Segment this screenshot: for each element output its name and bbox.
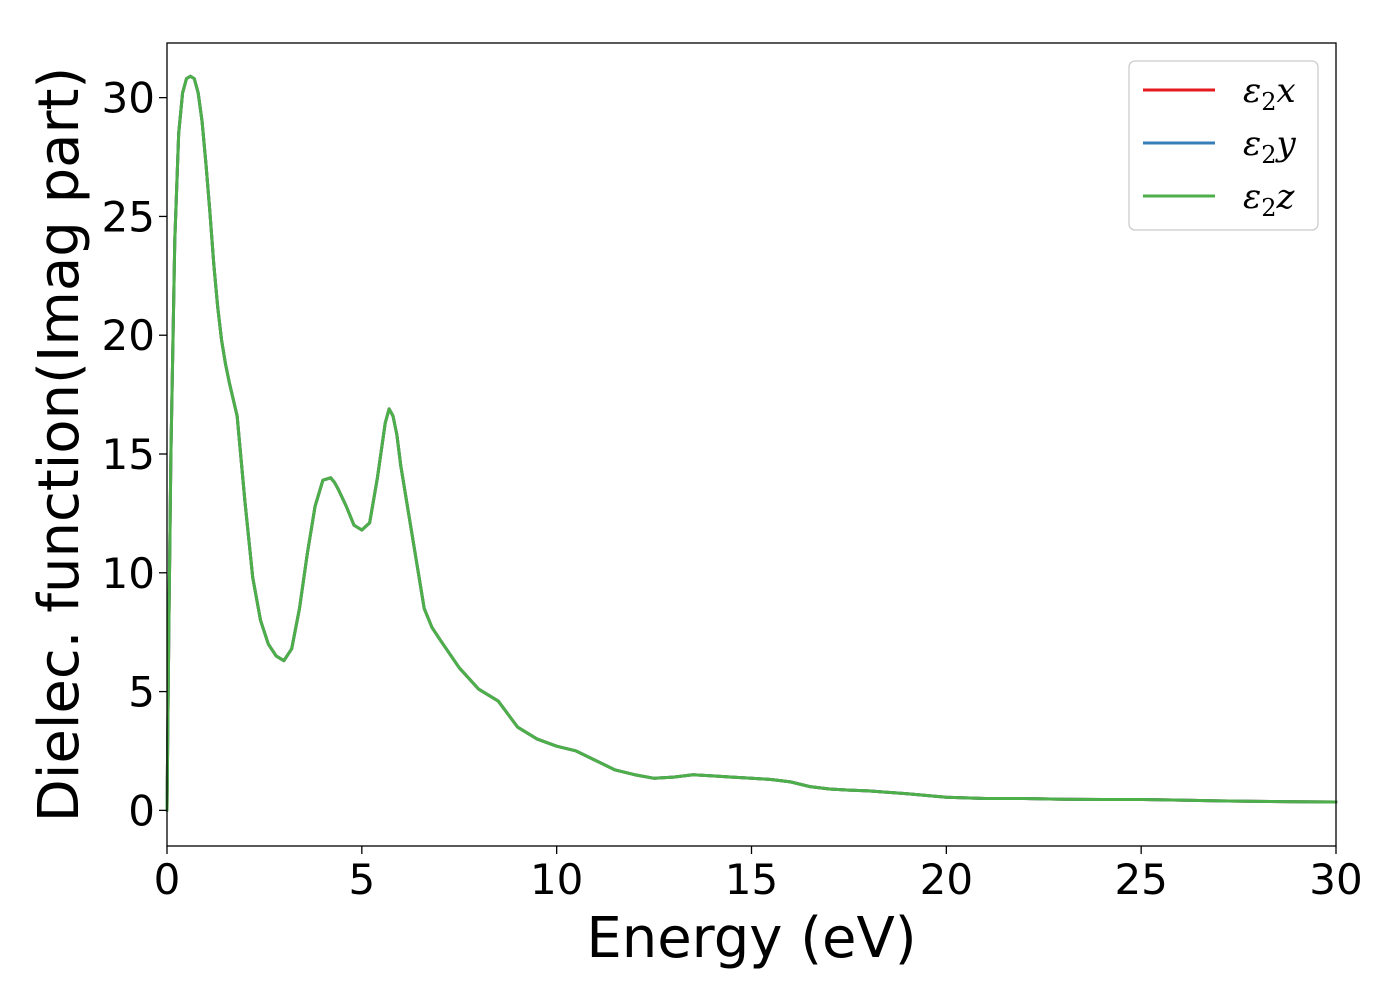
y-tick-label: 15 [102, 430, 155, 479]
y-tick-label: 0 [128, 786, 155, 835]
x-axis-title: Energy (eV) [586, 906, 916, 971]
x-tick-label: 10 [530, 855, 583, 904]
y-axis-ticks: 0 5 10 15 20 25 30 [102, 74, 167, 835]
legend-label-variable: x [1277, 71, 1296, 111]
legend-label-base: ε [1243, 71, 1261, 111]
x-tick-label: 5 [348, 855, 375, 904]
x-tick-label: 30 [1309, 855, 1362, 904]
y-tick-label: 30 [102, 74, 155, 123]
y-tick-label: 5 [128, 668, 155, 717]
legend-label-variable: y [1275, 124, 1297, 164]
x-tick-label: 0 [154, 855, 181, 904]
legend-label-subscript: 2 [1261, 194, 1276, 222]
y-tick-label: 25 [102, 192, 155, 241]
x-tick-label: 25 [1114, 855, 1167, 904]
y-tick-label: 10 [102, 549, 155, 598]
x-tick-label: 15 [725, 855, 778, 904]
legend-label-subscript: 2 [1261, 88, 1276, 116]
x-tick-label: 20 [920, 855, 973, 904]
legend-label-base: ε [1243, 124, 1261, 164]
legend-label-x: ε2x [1243, 71, 1296, 116]
legend-label-base: ε [1243, 177, 1261, 217]
legend-label-variable: z [1276, 177, 1296, 217]
series-line-z [165, 74, 1338, 812]
legend-box [1128, 60, 1319, 231]
y-tick-label: 20 [102, 311, 155, 360]
legend-label-y: ε2y [1243, 124, 1297, 169]
y-axis-title: Dielec. function(Imag part) [27, 67, 92, 823]
series-layer [165, 74, 1338, 812]
x-axis-ticks: 0 5 10 15 20 25 30 [154, 846, 1363, 904]
legend-label-z: ε2z [1243, 177, 1296, 222]
legend-label-subscript: 2 [1261, 141, 1276, 169]
